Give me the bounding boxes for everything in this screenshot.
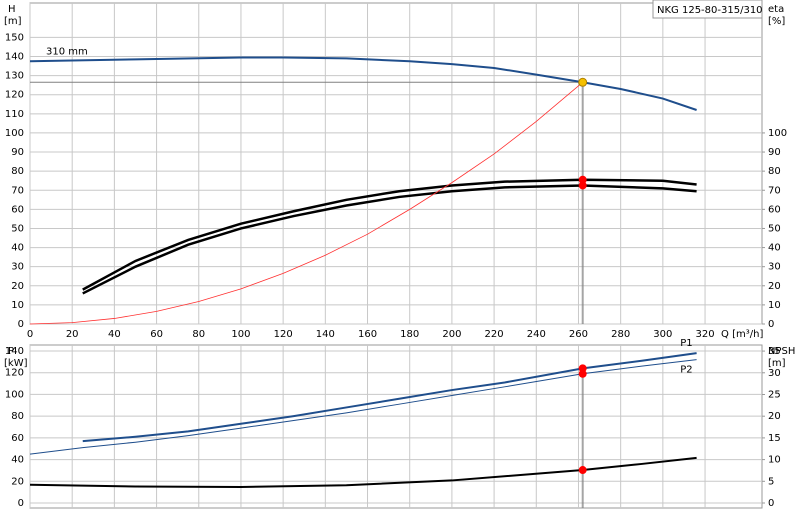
y-tick-label: 60 — [11, 204, 24, 215]
y2-tick-label: 0 — [768, 498, 774, 509]
y-tick-label: 140 — [5, 346, 24, 357]
y-tick-label: 40 — [11, 455, 24, 466]
y-axis-unit: [kW] — [4, 358, 28, 369]
series-line — [29, 56, 697, 111]
y2-tick-label: 25 — [768, 389, 781, 400]
y-tick-label: 20 — [11, 476, 24, 487]
x-tick-label: 120 — [274, 329, 293, 340]
series-line — [82, 184, 697, 295]
x-tick-label: 320 — [695, 329, 714, 340]
y2-tick-label: 30 — [768, 262, 781, 273]
y-tick-label: 110 — [5, 109, 24, 120]
plot-area — [29, 2, 763, 325]
y-tick-label: 80 — [11, 411, 24, 422]
x-tick-label: 260 — [569, 329, 588, 340]
y2-tick-label: 100 — [768, 128, 787, 139]
y-tick-label: 40 — [11, 243, 24, 254]
series-line — [29, 81, 583, 325]
y-axis-label: H — [8, 4, 16, 15]
y-tick-label: 140 — [5, 52, 24, 63]
y2-tick-label: 5 — [768, 476, 774, 487]
operating-point — [578, 77, 588, 87]
operating-point — [578, 175, 587, 184]
y2-tick-label: 35 — [768, 346, 781, 357]
x-tick-label: 60 — [150, 329, 163, 340]
x-tick-label: 20 — [66, 329, 79, 340]
x-tick-label: 160 — [358, 329, 377, 340]
y2-axis-label: NPSH — [768, 346, 795, 357]
y-tick-label: 130 — [5, 71, 24, 82]
chart-title: NKG 125-80-315/310 — [657, 5, 763, 16]
x-axis-label: Q [m³/h] — [721, 329, 763, 340]
y2-tick-label: 90 — [768, 147, 781, 158]
y-tick-label: 80 — [11, 166, 24, 177]
y-tick-label: 100 — [5, 389, 24, 400]
curve-label: 310 mm — [46, 46, 88, 57]
y-tick-label: 70 — [11, 185, 24, 196]
curve-label: P1 — [680, 338, 692, 349]
x-tick-label: 300 — [653, 329, 672, 340]
x-tick-label: 180 — [400, 329, 419, 340]
operating-point — [578, 181, 587, 190]
y2-tick-label: 30 — [768, 368, 781, 379]
y-tick-label: 150 — [5, 32, 24, 43]
y-tick-label: 0 — [18, 319, 24, 330]
y2-tick-label: 60 — [768, 204, 781, 215]
y-tick-label: 100 — [5, 128, 24, 139]
y2-tick-label: 70 — [768, 185, 781, 196]
y2-tick-label: 10 — [768, 300, 781, 311]
y-tick-label: 120 — [5, 368, 24, 379]
y2-tick-label: 10 — [768, 455, 781, 466]
y2-axis-unit: [%] — [768, 16, 785, 27]
x-tick-label: 80 — [192, 329, 205, 340]
operating-point — [578, 369, 587, 378]
y-tick-label: 90 — [11, 147, 24, 158]
y-axis-unit: [m] — [4, 16, 22, 27]
y2-tick-label: 0 — [768, 319, 774, 330]
x-tick-label: 220 — [485, 329, 504, 340]
series-line — [29, 456, 697, 488]
x-tick-label: 100 — [231, 329, 250, 340]
y2-tick-label: 20 — [768, 281, 781, 292]
y-tick-label: 30 — [11, 262, 24, 273]
y2-tick-label: 40 — [768, 243, 781, 254]
x-tick-label: 200 — [442, 329, 461, 340]
x-tick-label: 0 — [27, 329, 33, 340]
y2-tick-label: 80 — [768, 166, 781, 177]
y-tick-label: 0 — [18, 498, 24, 509]
y2-tick-label: 20 — [768, 411, 781, 422]
y-tick-label: 20 — [11, 281, 24, 292]
series-line — [82, 352, 697, 443]
y2-axis-unit: [m] — [768, 358, 786, 369]
y-tick-label: 60 — [11, 433, 24, 444]
y-tick-label: 10 — [11, 300, 24, 311]
y2-tick-label: 15 — [768, 433, 781, 444]
series-line — [82, 178, 697, 291]
y-tick-label: 50 — [11, 223, 24, 234]
y2-tick-label: 50 — [768, 223, 781, 234]
x-tick-label: 40 — [108, 329, 121, 340]
y-tick-label: 120 — [5, 90, 24, 101]
y-axis-label: P — [8, 346, 14, 357]
title-box — [652, 0, 763, 19]
x-tick-label: 240 — [527, 329, 546, 340]
y2-axis-label: eta — [768, 4, 784, 15]
operating-point — [578, 466, 587, 475]
curve-label: P2 — [680, 365, 692, 376]
x-tick-label: 140 — [316, 329, 335, 340]
x-tick-label: 280 — [611, 329, 630, 340]
